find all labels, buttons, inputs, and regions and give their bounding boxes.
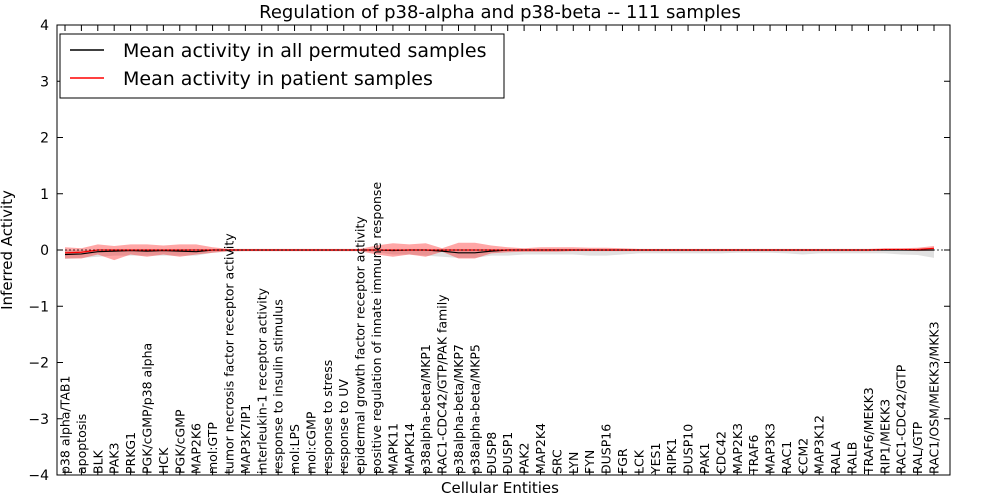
x-tick-label: HCK [156,447,171,474]
chart-title: Regulation of p38-alpha and p38-beta -- … [259,2,741,23]
x-tick-label: RAC1/OSM/MEKK3/MKK3 [927,321,942,474]
legend-label-permuted: Mean activity in all permuted samples [123,40,486,62]
x-tick-label: RALA [828,441,843,474]
x-tick-label: mol:cGMP [303,411,318,474]
y-axis-label: Inferred Activity [0,190,16,310]
y-tick-label: 0 [40,243,49,259]
x-tick-label: PGK/cGMP/p38 alpha [139,343,154,474]
x-tick-label: RAC1-CDC42/GTP/PAK family [435,294,450,474]
y-axis-ticks: −4 −3 −2 −1 0 1 2 3 4 [28,18,950,484]
x-tick-label: LCK [631,449,646,474]
x-tick-label: DUSP1 [500,432,515,474]
x-tick-label: YES1 [648,443,663,475]
x-tick-label: MAP3K3 [763,423,778,474]
x-tick-label: p38alpha-beta/MKP5 [467,344,482,474]
x-tick-label: PAK3 [107,443,122,474]
x-tick-label: CCM2 [795,438,810,474]
x-tick-label: CDC42 [713,431,728,474]
y-tick-label: 2 [40,131,49,147]
y-tick-label: 3 [40,74,49,90]
x-tick-label: RAC1-CDC42/GTP [894,364,909,474]
x-tick-label: PGK/cGMP [172,409,187,474]
x-tick-label: FYN [582,450,597,474]
x-tick-label: BLK [90,449,105,474]
x-tick-label: mol:GTP [205,422,220,474]
x-tick-label: MAP2K4 [533,423,548,474]
x-tick-label: MAP3K12 [812,415,827,474]
x-tick-label: TRAF6/MEKK3 [861,387,876,475]
x-axis-ticks: p38 alpha/TAB1 apoptosis BLK PAK3 PRKG1 PGK/c… [58,25,942,475]
y-tick-label: −4 [28,468,49,484]
x-tick-label: MAPK11 [385,423,400,474]
x-tick-label: RAC1 [779,441,794,474]
x-tick-label: TRAF6 [746,434,761,475]
x-tick-label: DUSP10 [681,424,696,474]
x-tick-label: interleukin-1 receptor activity [254,287,269,474]
x-axis-label: Cellular Entities [441,479,559,497]
x-tick-label: FGR [615,448,630,474]
x-tick-label: response to insulin stimulus [271,299,286,474]
x-tick-label: epidermal growth factor receptor activit… [353,216,368,474]
x-tick-label: mol:LPS [287,424,302,474]
x-tick-label: MAP2K6 [189,423,204,474]
y-tick-label: −2 [28,356,49,372]
x-tick-label: PRKG1 [123,432,138,474]
x-tick-label: DUSP16 [599,424,614,474]
x-tick-label: p38alpha-beta/MKP1 [418,344,433,474]
x-tick-label: positive regulation of innate immune res… [369,182,384,474]
x-tick-label: RAL/GTP [910,421,925,474]
x-tick-label: response to stress [320,360,335,474]
x-tick-label: PAK1 [697,443,712,474]
x-tick-label: MAP3K7IP1 [238,404,253,474]
band-permuted [65,250,934,259]
x-tick-label: tumor necrosis factor receptor activity [221,233,236,474]
x-tick-label: LYN [566,452,581,474]
confidence-bands [65,242,934,261]
y-tick-label: −1 [28,299,49,315]
x-tick-label: MAP2K3 [730,423,745,474]
x-tick-label: RIP1/MEKK3 [877,399,892,474]
x-tick-label: RALB [845,442,860,474]
y-tick-label: 4 [40,18,49,34]
x-tick-label: p38alpha-beta/MKP7 [451,344,466,474]
x-tick-label: DUSP8 [484,432,499,474]
legend-label-patient: Mean activity in patient samples [123,68,433,90]
x-tick-label: p38 alpha/TAB1 [58,376,73,474]
band-patient [65,242,934,261]
x-tick-label: response to UV [336,379,351,474]
x-tick-label: MAPK14 [402,423,417,474]
x-tick-label: RIPK1 [664,438,679,474]
x-tick-label: SRC [549,449,564,474]
x-tick-label: PAK2 [517,443,532,474]
legend: Mean activity in all permuted samples Me… [59,33,505,99]
y-tick-label: −3 [28,412,49,428]
legend-box [59,33,505,99]
y-tick-label: 1 [40,187,49,203]
x-tick-label: apoptosis [74,414,89,474]
